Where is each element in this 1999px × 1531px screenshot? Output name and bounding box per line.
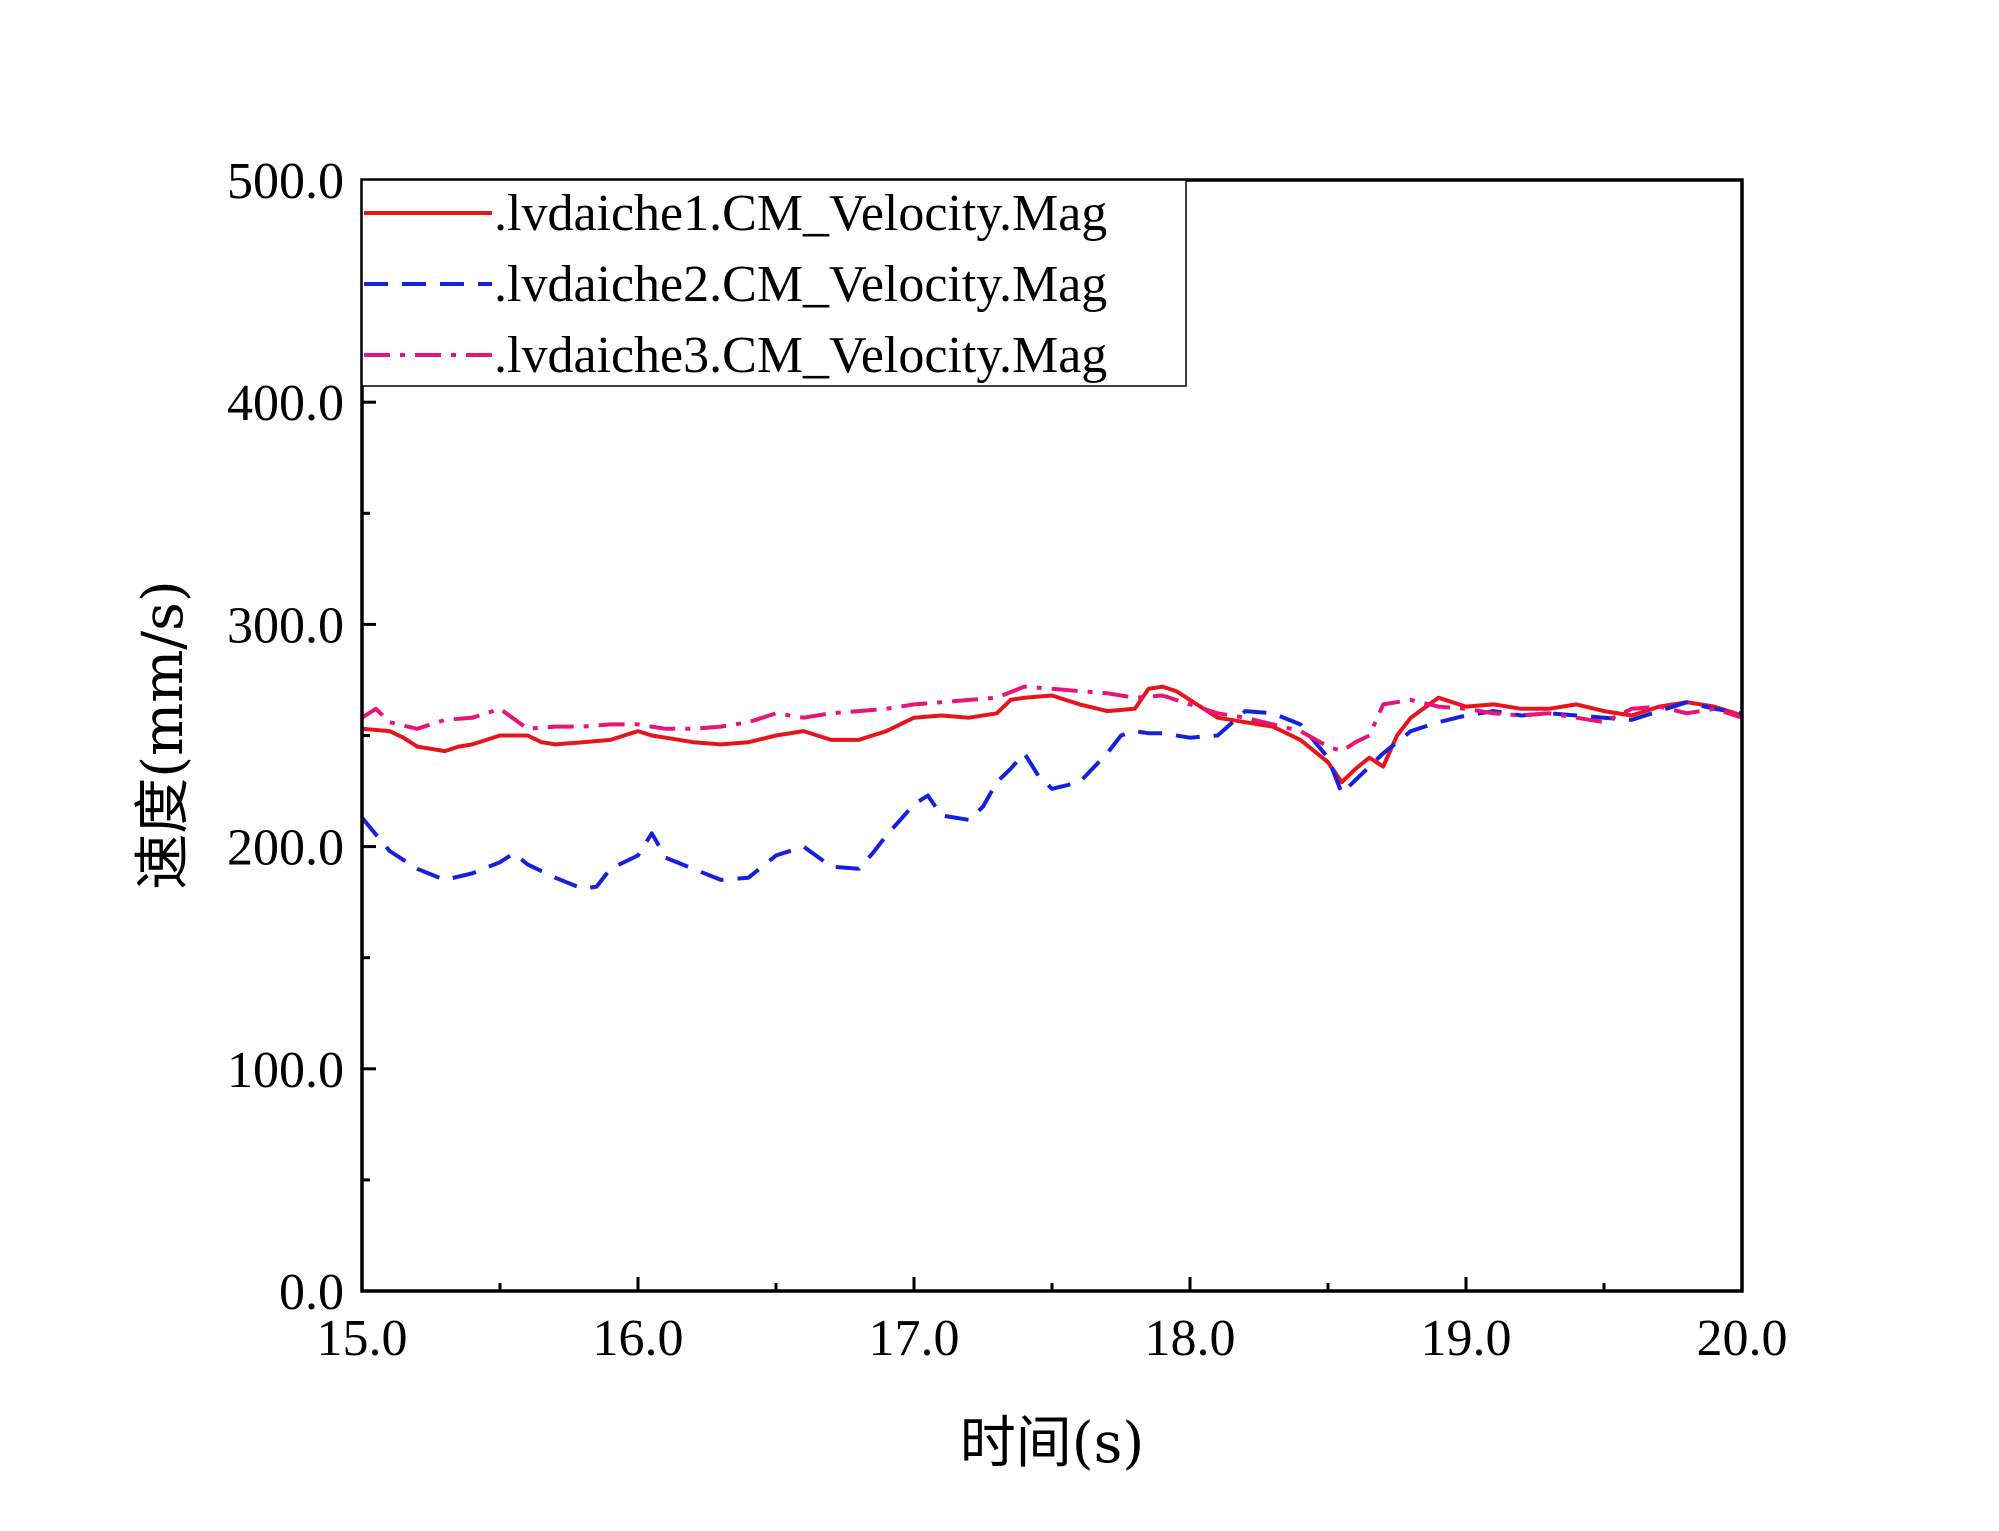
x-axis: 15.0 16.0 17.0 18.0 19.0 20.0 bbox=[317, 1277, 1788, 1367]
y-axis: 0.0 100.0 200.0 300.0 400.0 500.0 bbox=[227, 153, 376, 1321]
x-tick-label: 16.0 bbox=[593, 1310, 684, 1367]
y-tick-label: 300.0 bbox=[227, 597, 344, 654]
series-3 bbox=[362, 684, 1742, 754]
legend-box bbox=[361, 179, 1187, 387]
x-axis-title: 时间(s) bbox=[960, 1411, 1144, 1476]
legend: .lvdaiche1.CM_Velocity.Mag .lvdaiche2.CM_… bbox=[361, 179, 1187, 387]
y-tick-label: 400.0 bbox=[227, 375, 344, 432]
y-tick-label: 200.0 bbox=[227, 820, 344, 877]
x-tick-label: 17.0 bbox=[869, 1310, 960, 1367]
y-tick-label: 500.0 bbox=[227, 153, 344, 210]
y-tick-label: 0.0 bbox=[279, 1264, 344, 1321]
series-line-3 bbox=[362, 684, 1742, 754]
x-tick-label: 19.0 bbox=[1421, 1310, 1512, 1367]
legend-label-2: .lvdaiche2.CM_Velocity.Mag bbox=[494, 256, 1107, 313]
y-tick-label: 100.0 bbox=[227, 1042, 344, 1099]
series-line-1 bbox=[362, 684, 1742, 785]
legend-label-1: .lvdaiche1.CM_Velocity.Mag bbox=[494, 185, 1107, 242]
x-tick-label: 15.0 bbox=[317, 1310, 408, 1367]
y-axis-title: 速度(mm/s) bbox=[131, 580, 196, 890]
series-layer bbox=[362, 684, 1742, 891]
series-2 bbox=[362, 700, 1742, 891]
series-line-2 bbox=[362, 700, 1742, 891]
x-tick-label: 18.0 bbox=[1145, 1310, 1236, 1367]
x-tick-label: 20.0 bbox=[1697, 1310, 1788, 1367]
series-1 bbox=[362, 684, 1742, 785]
legend-label-3: .lvdaiche3.CM_Velocity.Mag bbox=[494, 327, 1107, 384]
